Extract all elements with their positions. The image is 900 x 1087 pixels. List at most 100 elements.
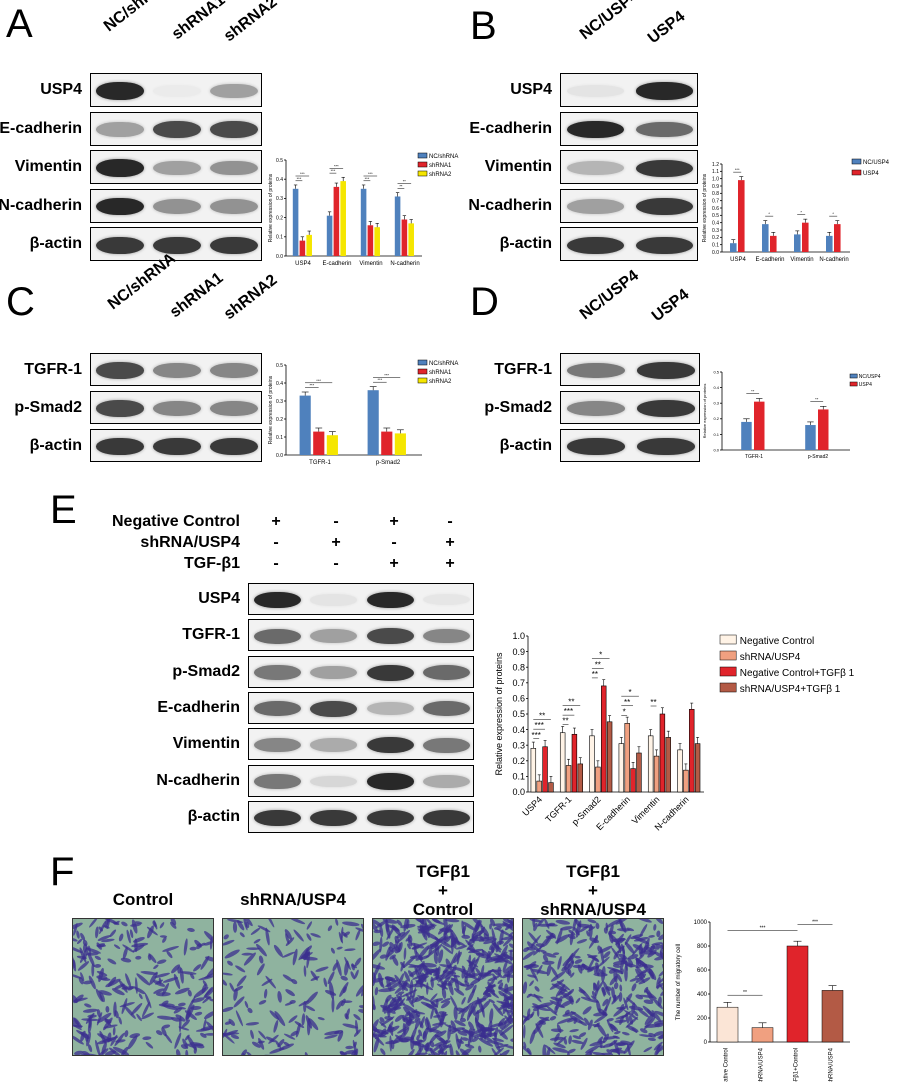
- stained-cell: [373, 948, 382, 963]
- stained-cell: [545, 1047, 551, 1055]
- lane-label: NC/shRNA: [100, 0, 176, 36]
- stained-cell: [613, 950, 620, 960]
- y-tick-label: 0.2: [713, 416, 719, 421]
- blot-band: [310, 738, 358, 752]
- stained-cell: [509, 949, 513, 962]
- blot-band: [635, 198, 694, 215]
- stained-cell: [423, 919, 436, 929]
- legend-swatch: [417, 368, 428, 375]
- cell-field: [73, 919, 213, 1055]
- category-label: USP4: [730, 257, 746, 263]
- stained-cell: [448, 980, 454, 996]
- y-tick-label: 0.4: [712, 220, 719, 226]
- stained-cell: [97, 1012, 112, 1024]
- stained-cell: [643, 1046, 653, 1053]
- y-tick-label: 1.0: [712, 176, 719, 182]
- y-tick-label: 1000: [694, 920, 708, 926]
- stained-cell: [492, 1003, 504, 1017]
- blot-band: [95, 438, 144, 455]
- stained-cell: [288, 1015, 298, 1023]
- bar: [360, 188, 367, 256]
- stained-cell: [613, 1040, 621, 1055]
- stained-cell: [122, 946, 128, 960]
- stained-cell: [79, 957, 84, 963]
- stained-cell: [185, 1043, 197, 1049]
- stained-cell: [141, 1012, 154, 1020]
- stained-cell: [306, 933, 312, 941]
- stained-cell: [243, 919, 248, 931]
- significance-marker: **: [751, 389, 755, 394]
- stained-cell: [291, 979, 298, 985]
- blot-label: p-Smad2: [172, 662, 240, 680]
- stained-cell: [402, 1022, 406, 1035]
- stained-cell: [103, 1017, 113, 1031]
- stained-cell: [284, 1002, 293, 1006]
- stained-cell: [429, 993, 438, 1002]
- stained-cell: [580, 1037, 588, 1050]
- stained-cell: [358, 1005, 363, 1009]
- stained-cell: [497, 966, 502, 976]
- stained-cell: [472, 1028, 483, 1035]
- stained-cell: [265, 927, 270, 946]
- stained-cell: [308, 1018, 319, 1031]
- bar: [601, 685, 607, 793]
- stained-cell: [250, 1029, 254, 1040]
- stained-cell: [408, 963, 420, 968]
- bar: [694, 743, 701, 793]
- y-tick-label: 0.3: [512, 740, 525, 750]
- stained-cell: [421, 919, 426, 938]
- stained-cell: [449, 928, 460, 945]
- bar: [299, 240, 306, 256]
- blot-label: USP4: [510, 81, 552, 98]
- stained-cell: [330, 947, 335, 954]
- blot-label: N-cadherin: [468, 196, 552, 214]
- y-tick-label: 0.3: [276, 399, 283, 405]
- stained-cell: [350, 971, 356, 980]
- significance-marker: ***: [532, 731, 541, 740]
- stained-cell: [657, 972, 663, 985]
- stained-cell: [441, 945, 453, 955]
- stained-cell: [242, 919, 253, 927]
- blot-label: N-cadherin: [0, 196, 82, 214]
- blot-strip: [560, 391, 700, 424]
- y-tick-label: 0.1: [276, 435, 283, 441]
- y-tick-label: 0.2: [712, 235, 719, 241]
- stained-cell: [355, 929, 361, 941]
- stained-cell: [170, 919, 177, 926]
- legend-swatch: [851, 169, 862, 176]
- stained-cell: [647, 1037, 656, 1042]
- stained-cell: [445, 971, 454, 980]
- stained-cell: [555, 919, 570, 925]
- stained-cell: [240, 1049, 247, 1055]
- image-caption: TGFβ1 + shRNA/USP4: [540, 862, 646, 919]
- stained-cell: [195, 1028, 212, 1032]
- stained-cell: [624, 941, 635, 954]
- stained-cell: [250, 927, 261, 935]
- y-tick-label: 0.0: [512, 787, 525, 797]
- stained-cell: [96, 1012, 103, 1026]
- stained-cell: [602, 1033, 610, 1044]
- stained-cell: [503, 1009, 513, 1016]
- blot-band: [310, 809, 358, 826]
- blot-band: [566, 401, 626, 416]
- stained-cell: [487, 975, 500, 982]
- stained-cell: [658, 969, 663, 977]
- stained-cell: [338, 931, 344, 944]
- stained-cell: [602, 986, 606, 997]
- y-tick-label: 800: [697, 944, 708, 950]
- stained-cell: [306, 1018, 311, 1036]
- blot-strip: [90, 391, 262, 424]
- stained-cell: [145, 1041, 154, 1049]
- bar: [683, 769, 689, 793]
- stained-cell: [454, 1020, 466, 1027]
- stained-cell: [402, 1016, 411, 1021]
- bar-chart-e: 0.0 0.1 0.2 0.3 0.4 0.5 0.6 0.7 0.8 0.9 1.0 Relativ…: [494, 631, 855, 832]
- blot-band: [253, 591, 301, 609]
- bar: [805, 425, 816, 450]
- stained-cell: [523, 1015, 530, 1021]
- cell-field: [373, 919, 513, 1055]
- blot-band: [253, 774, 301, 789]
- stained-cell: [329, 981, 335, 1000]
- significance-marker: *: [832, 211, 834, 216]
- stained-cell: [149, 971, 158, 985]
